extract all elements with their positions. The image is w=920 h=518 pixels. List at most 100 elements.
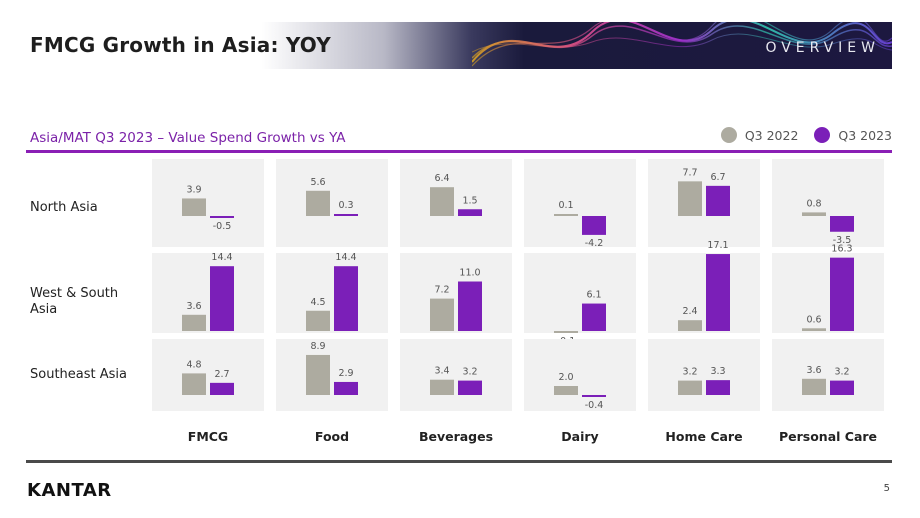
bar-q3-2022-west-south-asia-fmcg — [182, 314, 206, 331]
bar-q3-2023-southeast-asia-home-care — [706, 380, 730, 395]
data-label-q3-2023-southeast-asia-food: 2.9 — [338, 368, 353, 379]
data-label-q3-2023-north-asia-food: 0.3 — [338, 200, 353, 211]
panel-southeast-asia-home-care — [648, 339, 760, 411]
data-label-q3-2023-north-asia-dairy: -4.2 — [585, 238, 604, 249]
data-label-q3-2022-north-asia-personal-care: 0.8 — [806, 198, 821, 209]
panel-southeast-asia-food — [276, 339, 388, 411]
bar-q3-2022-north-asia-home-care — [678, 181, 702, 216]
bar-q3-2023-southeast-asia-food — [334, 381, 358, 395]
panel-west-south-asia-personal-care — [772, 253, 884, 333]
data-label-q3-2023-west-south-asia-beverages: 11.0 — [459, 268, 480, 279]
bar-q3-2022-north-asia-personal-care — [802, 212, 826, 216]
data-label-q3-2023-west-south-asia-dairy: 6.1 — [586, 290, 601, 301]
col-label-personal-care: Personal Care — [778, 429, 878, 444]
data-label-q3-2022-north-asia-dairy: 0.1 — [558, 200, 573, 211]
data-label-q3-2022-west-south-asia-food: 4.5 — [310, 297, 325, 308]
bar-q3-2023-southeast-asia-personal-care — [830, 380, 854, 395]
row-label-southeast-asia: Southeast Asia — [30, 367, 127, 382]
panel-southeast-asia-fmcg — [152, 339, 264, 411]
data-label-q3-2023-west-south-asia-food: 14.4 — [335, 252, 356, 263]
panel-southeast-asia-beverages — [400, 339, 512, 411]
legend: Q3 2022 Q3 2023 — [715, 127, 892, 143]
bar-q3-2023-west-south-asia-home-care — [706, 254, 730, 331]
bar-q3-2022-north-asia-dairy — [554, 214, 578, 216]
panel-north-asia-dairy — [524, 159, 636, 247]
data-label-q3-2022-west-south-asia-personal-care: 0.6 — [806, 314, 821, 325]
bar-q3-2023-north-asia-beverages — [458, 209, 482, 216]
bar-q3-2023-west-south-asia-beverages — [458, 281, 482, 331]
bar-q3-2022-north-asia-food — [306, 190, 330, 216]
bar-q3-2023-southeast-asia-fmcg — [210, 382, 234, 395]
data-label-q3-2023-southeast-asia-dairy: -0.4 — [585, 400, 604, 411]
legend-label-q3-2022: Q3 2022 — [744, 127, 799, 143]
bar-q3-2023-west-south-asia-fmcg — [210, 266, 234, 331]
panel-west-south-asia-food — [276, 253, 388, 333]
panel-north-asia-personal-care — [772, 159, 884, 247]
row-label-west-south-asia: West & South Asia — [30, 286, 119, 317]
bar-q3-2023-southeast-asia-dairy — [582, 395, 606, 397]
bar-q3-2023-west-south-asia-personal-care — [830, 257, 854, 331]
data-label-q3-2023-west-south-asia-personal-care: 16.3 — [831, 244, 852, 255]
page-number: 5 — [883, 483, 890, 494]
data-label-q3-2022-west-south-asia-home-care: 2.4 — [682, 306, 697, 317]
bar-q3-2023-west-south-asia-food — [334, 266, 358, 331]
data-label-q3-2022-southeast-asia-dairy: 2.0 — [558, 372, 573, 383]
bar-q3-2022-west-south-asia-personal-care — [802, 328, 826, 331]
data-label-q3-2023-west-south-asia-home-care: 17.1 — [707, 240, 728, 251]
data-label-q3-2022-north-asia-fmcg: 3.9 — [186, 184, 201, 195]
data-label-q3-2022-north-asia-food: 5.6 — [310, 177, 325, 188]
legend-swatch-q3-2022 — [720, 127, 737, 143]
data-label-q3-2022-southeast-asia-beverages: 3.4 — [434, 366, 449, 377]
data-label-q3-2022-north-asia-home-care: 7.7 — [682, 167, 697, 178]
panel-southeast-asia-dairy — [524, 339, 636, 411]
page-title: FMCG Growth in Asia: YOY — [30, 33, 331, 57]
col-label-food: Food — [314, 429, 350, 444]
chart-subtitle: Asia/MAT Q3 2023 – Value Spend Growth vs… — [30, 130, 346, 146]
bar-q3-2023-north-asia-home-care — [706, 185, 730, 216]
data-label-q3-2022-north-asia-beverages: 6.4 — [434, 173, 449, 184]
bar-q3-2023-north-asia-food — [334, 214, 358, 216]
bar-q3-2022-southeast-asia-food — [306, 354, 330, 395]
bar-q3-2022-west-south-asia-home-care — [678, 320, 702, 331]
data-label-q3-2022-southeast-asia-home-care: 3.2 — [682, 367, 697, 378]
bar-q3-2022-southeast-asia-personal-care — [802, 378, 826, 395]
col-label-fmcg: FMCG — [187, 429, 229, 444]
data-label-q3-2022-west-south-asia-beverages: 7.2 — [434, 285, 449, 296]
data-label-q3-2022-southeast-asia-personal-care: 3.6 — [806, 365, 821, 376]
data-label-q3-2023-north-asia-beverages: 1.5 — [462, 195, 477, 206]
panel-west-south-asia-beverages — [400, 253, 512, 333]
panel-north-asia-home-care — [648, 159, 760, 247]
col-label-home-care: Home Care — [665, 429, 743, 444]
panel-west-south-asia-dairy — [524, 253, 636, 333]
data-label-q3-2022-southeast-asia-fmcg: 4.8 — [186, 359, 201, 370]
data-label-q3-2023-southeast-asia-beverages: 3.2 — [462, 367, 477, 378]
data-label-q3-2023-southeast-asia-fmcg: 2.7 — [214, 369, 229, 380]
legend-swatch-q3-2023 — [814, 127, 831, 143]
bar-q3-2022-southeast-asia-beverages — [430, 379, 454, 395]
section-tag: OVERVIEW — [765, 40, 880, 56]
bar-q3-2022-north-asia-beverages — [430, 187, 454, 216]
bar-q3-2022-southeast-asia-fmcg — [182, 373, 206, 395]
bar-q3-2023-north-asia-dairy — [582, 216, 606, 235]
wave-graphic — [472, 22, 892, 67]
bar-q3-2022-west-south-asia-food — [306, 310, 330, 331]
bar-q3-2022-southeast-asia-home-care — [678, 380, 702, 395]
bar-q3-2023-southeast-asia-beverages — [458, 380, 482, 395]
subtitle-rule — [26, 150, 892, 153]
panel-southeast-asia-personal-care — [772, 339, 884, 411]
bar-q3-2022-west-south-asia-beverages — [430, 298, 454, 331]
legend-item-q3-2023: Q3 2023 — [814, 127, 892, 143]
bar-q3-2022-north-asia-fmcg — [182, 198, 206, 216]
bar-q3-2022-west-south-asia-dairy — [554, 331, 578, 333]
data-label-q3-2023-southeast-asia-personal-care: 3.2 — [834, 367, 849, 378]
panel-north-asia-fmcg — [152, 159, 264, 247]
col-label-dairy: Dairy — [561, 429, 599, 444]
data-label-q3-2023-north-asia-fmcg: -0.5 — [213, 221, 232, 232]
panel-west-south-asia-fmcg — [152, 253, 264, 333]
panel-west-south-asia-home-care — [648, 253, 760, 333]
legend-label-q3-2023: Q3 2023 — [838, 127, 892, 143]
data-label-q3-2022-west-south-asia-fmcg: 3.6 — [186, 301, 201, 312]
header-banner — [16, 22, 892, 69]
bar-q3-2023-north-asia-fmcg — [210, 216, 234, 218]
